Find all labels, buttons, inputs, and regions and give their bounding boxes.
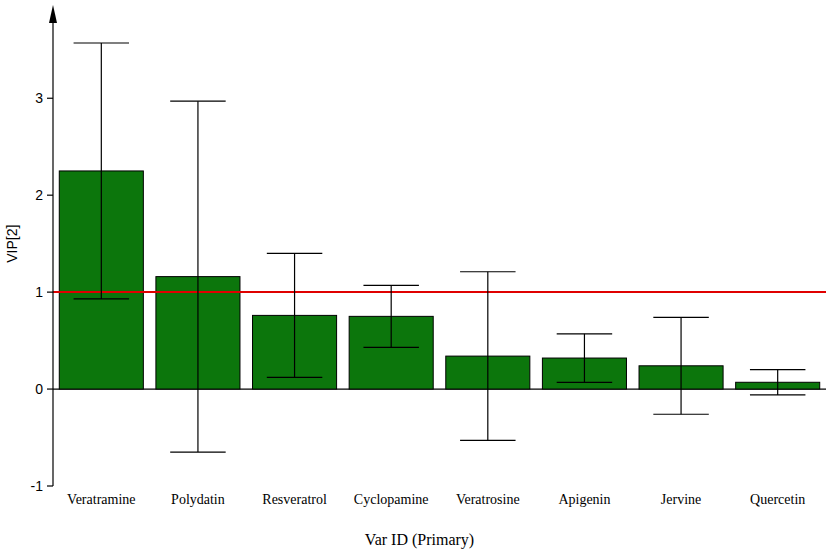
y-tick-label: -1	[31, 478, 44, 494]
error-cap	[74, 298, 129, 299]
error-cap	[170, 101, 225, 102]
error-bar	[170, 101, 225, 452]
y-tick	[47, 98, 53, 99]
error-stem	[101, 43, 102, 299]
y-axis-title: VIP[2]	[4, 225, 20, 263]
x-tick-label: Jervine	[661, 492, 701, 507]
y-tick	[47, 292, 53, 293]
error-cap	[460, 440, 515, 441]
error-cap	[460, 271, 515, 272]
error-stem	[294, 253, 295, 377]
error-cap	[363, 347, 418, 348]
error-cap	[74, 42, 129, 43]
error-bar	[653, 317, 708, 414]
error-cap	[653, 414, 708, 415]
error-stem	[197, 101, 198, 452]
error-stem	[487, 272, 488, 441]
error-stem	[680, 317, 681, 414]
y-tick	[47, 485, 53, 486]
x-tick-label: Apigenin	[558, 492, 610, 507]
error-cap	[267, 253, 322, 254]
y-tick	[47, 195, 53, 196]
x-tick-label: Cyclopamine	[354, 492, 429, 507]
x-tick-label: Polydatin	[171, 492, 225, 507]
plot-area	[53, 43, 826, 452]
error-stem	[391, 285, 392, 347]
error-stem	[777, 370, 778, 395]
x-tick-label: Veratramine	[67, 492, 135, 507]
y-axis	[52, 11, 53, 486]
y-tick-label: 3	[35, 90, 43, 106]
error-cap	[653, 317, 708, 318]
error-cap	[557, 382, 612, 383]
y-tick	[47, 388, 53, 389]
y-axis-arrow	[49, 5, 57, 23]
error-cap	[750, 394, 805, 395]
error-bar	[460, 272, 515, 441]
error-bar	[557, 334, 612, 382]
reference-line	[53, 291, 826, 293]
error-bar	[750, 370, 805, 395]
error-bar	[267, 253, 322, 377]
y-tick-label: 1	[35, 284, 43, 300]
y-tick-label: 0	[35, 381, 43, 397]
error-stem	[584, 334, 585, 382]
chart: -1 0 1 2 3 Veratramine Polydatin Resveratrol Cyc…	[0, 0, 827, 554]
error-cap	[363, 285, 418, 286]
error-bar	[74, 43, 129, 299]
error-bar	[363, 285, 418, 347]
x-tick-label: Quercetin	[750, 492, 805, 507]
error-cap	[750, 369, 805, 370]
x-tick-label: Veratrosine	[456, 492, 520, 507]
error-cap	[170, 451, 225, 452]
error-cap	[557, 333, 612, 334]
error-cap	[267, 377, 322, 378]
x-tick-label: Resveratrol	[262, 492, 327, 507]
y-tick-label: 2	[35, 187, 43, 203]
x-axis-title: Var ID (Primary)	[365, 531, 474, 549]
